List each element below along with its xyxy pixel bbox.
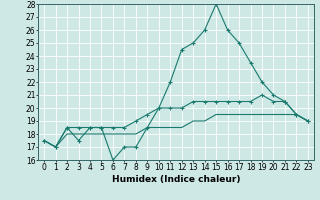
X-axis label: Humidex (Indice chaleur): Humidex (Indice chaleur) <box>112 175 240 184</box>
